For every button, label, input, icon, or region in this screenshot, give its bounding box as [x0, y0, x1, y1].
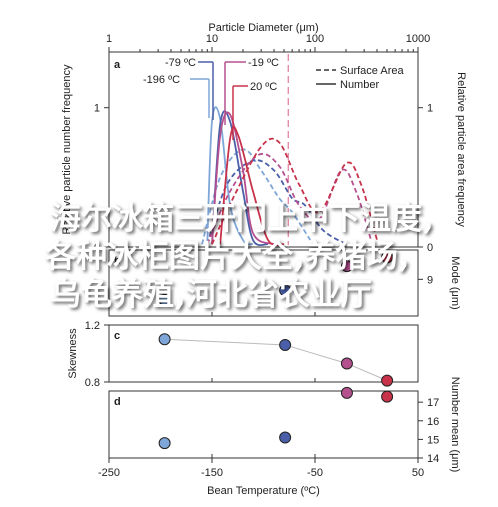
panel-c-point: [158, 333, 171, 346]
legend-surface-area-label: Surface Area: [340, 65, 404, 77]
panel-a-annotation-neg196: -196 ºC: [143, 74, 180, 86]
panel-a-y-tick-label: 0: [94, 242, 100, 254]
panel-a-x-tick-label: 10: [206, 33, 218, 45]
panel-d-y-tick-label: 15: [427, 434, 439, 446]
panel-a-number-curve: [219, 125, 285, 247]
panel-d-ylabel: Number mean (μm): [449, 377, 461, 473]
panel-b-ylabel: Mode (μm): [449, 256, 461, 309]
panel-b-y-tick-label: 9: [427, 274, 433, 286]
panel-d-point: [381, 390, 394, 403]
panel-a-label: a: [114, 59, 121, 71]
overlay-line-3: 乌龟养殖,河北省农业厅: [50, 277, 372, 313]
panel-d-x-tick-label: 50: [412, 467, 424, 479]
panel-c-y-tick-label: 1.2: [85, 320, 100, 332]
panel-c-point: [381, 374, 394, 387]
panel-d-frame: [108, 390, 419, 459]
panel-c-label: c: [114, 330, 120, 342]
panel-d-point: [340, 386, 353, 399]
panel-d-x-tick-label: -250: [98, 467, 120, 479]
panel-a-x-tick-label: 1000: [406, 33, 430, 45]
overlay-line-1: 海尔冰箱三开门上中下温度,: [50, 201, 434, 237]
panel-b-point: [381, 251, 394, 264]
panel-d-xlabel: Bean Temperature (ºC): [207, 485, 320, 497]
panel-a-area-curve: [201, 148, 312, 245]
panel-a-annotation-neg79: -79 ºC: [165, 57, 196, 69]
panel-d-y-tick-label: 16: [427, 416, 439, 428]
panel-a-x-tick-label: 100: [306, 33, 324, 45]
panel-c-frame: [108, 324, 419, 383]
panel-b-frame: [108, 249, 419, 317]
panel-d-x-tick-label: -50: [307, 467, 323, 479]
panel-b-point: [279, 284, 292, 297]
panel-c-trend-line: [164, 338, 388, 382]
panel-a-annotation-neg19: -19 ºC: [248, 57, 279, 69]
panel-a-number-curve: [206, 106, 254, 246]
panel-d-point: [279, 431, 292, 444]
panel-c-y-tick-label: 0.8: [85, 377, 100, 389]
panel-a-y-right-tick-label: 0: [427, 242, 433, 254]
overlay-line-2: 各种冰柜图片大全,养猪场,: [45, 239, 410, 275]
legend-number-label: Number: [340, 79, 379, 91]
panel-a-frame: [108, 51, 419, 248]
panel-a-y-tick-label: 1: [94, 103, 100, 115]
panel-b-point: [158, 293, 171, 306]
panel-d-x-tick-label: -150: [201, 467, 223, 479]
panel-a-ylabel-left: Relative particle number frequency: [61, 64, 73, 234]
panel-a-ylabel-right: Relative particle area frequency: [455, 72, 467, 227]
panel-a-area-curve: [211, 137, 378, 245]
panel-b-label: b: [114, 255, 121, 267]
panel-b-point: [340, 260, 353, 273]
panel-a-title: Particle Diameter (μm): [208, 22, 318, 34]
panel-a-area-curve: [206, 152, 372, 245]
panel-c-ylabel: Skewness: [67, 328, 79, 379]
panel-d-point: [158, 437, 171, 450]
panel-c-point: [340, 357, 353, 370]
panel-a-y-right-tick-label: 1: [427, 103, 433, 115]
panel-a-x-tick-label: 1: [106, 33, 112, 45]
panel-d-y-tick-label: 14: [427, 453, 439, 465]
panel-c-point: [279, 338, 292, 351]
panel-a-annotation-20: 20 ºC: [250, 81, 277, 93]
panel-a-area-curve: [206, 159, 347, 245]
panel-d-label: d: [114, 396, 121, 408]
panel-d-y-tick-label: 17: [427, 397, 439, 409]
